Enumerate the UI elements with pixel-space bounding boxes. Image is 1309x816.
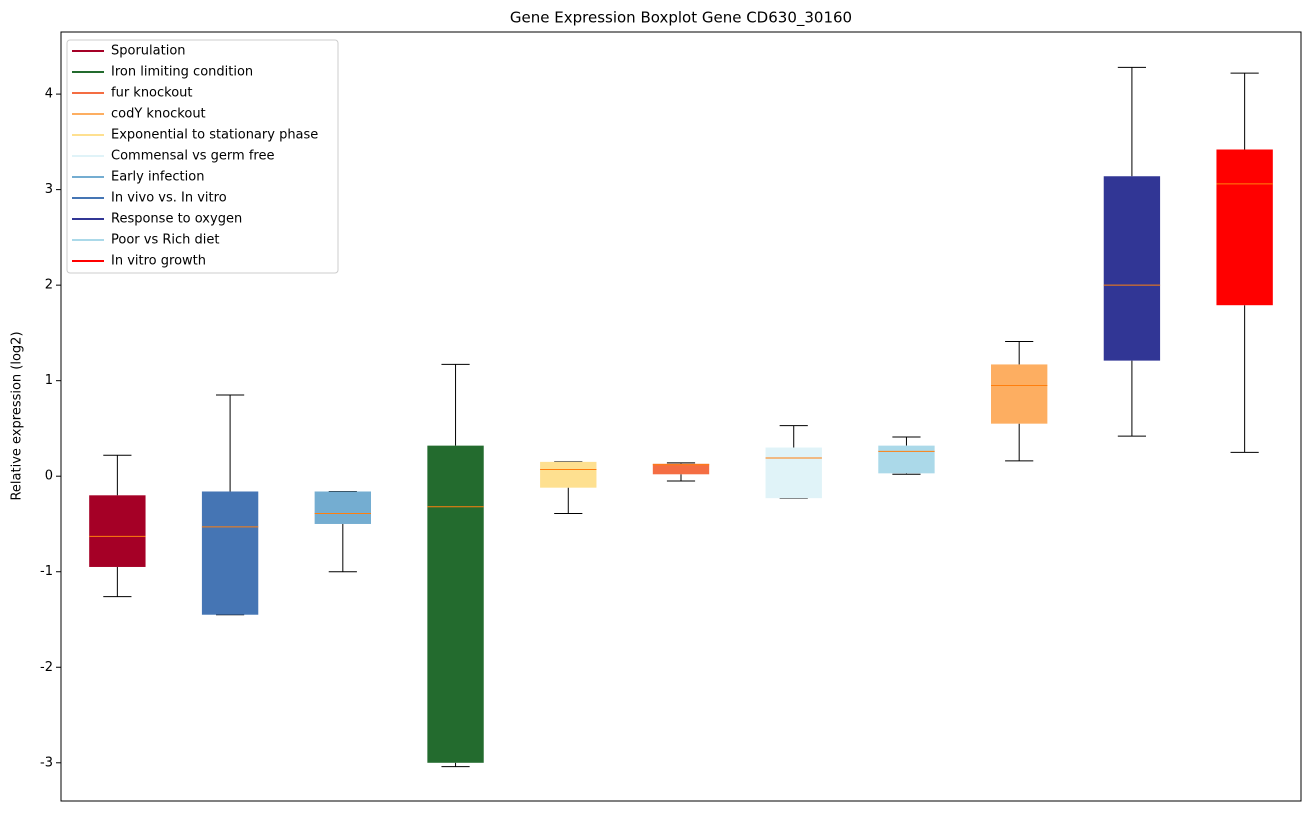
y-axis-label: Relative expression (log2) — [10, 331, 25, 500]
box — [1103, 176, 1161, 361]
box — [878, 445, 935, 474]
legend-label: In vivo vs. In vitro — [111, 191, 227, 206]
box — [1216, 149, 1273, 306]
plot-frame — [60, 31, 1302, 802]
legend-label: Response to oxygen — [111, 212, 242, 227]
box — [765, 447, 822, 499]
y-tick-label: 4 — [45, 87, 53, 102]
y-tick-label: -1 — [40, 564, 53, 579]
box — [991, 364, 1048, 424]
legend-label: Commensal vs germ free — [111, 149, 274, 164]
legend-label: codY knockout — [111, 107, 206, 122]
legend-label: Early infection — [111, 170, 204, 185]
legend-box — [66, 39, 339, 274]
box — [89, 495, 146, 567]
y-tick-label: 2 — [45, 278, 53, 293]
box — [314, 491, 371, 524]
legend-label: Sporulation — [111, 44, 186, 59]
y-tick-label: -3 — [40, 755, 53, 770]
legend-label: Iron limiting condition — [111, 65, 253, 80]
legend-label: Poor vs Rich diet — [111, 233, 219, 248]
box — [652, 463, 710, 475]
box — [201, 491, 259, 615]
legend-label: In vitro growth — [111, 254, 206, 269]
legend-label: Exponential to stationary phase — [111, 128, 318, 143]
box — [540, 461, 597, 488]
y-tick-label: -2 — [40, 660, 53, 675]
box — [427, 445, 484, 763]
y-tick-label: 1 — [45, 373, 53, 388]
y-tick-label: 0 — [45, 469, 53, 484]
chart-title: Gene Expression Boxplot Gene CD630_30160 — [510, 9, 852, 28]
legend-label: fur knockout — [111, 86, 193, 101]
y-tick-label: 3 — [45, 182, 53, 197]
